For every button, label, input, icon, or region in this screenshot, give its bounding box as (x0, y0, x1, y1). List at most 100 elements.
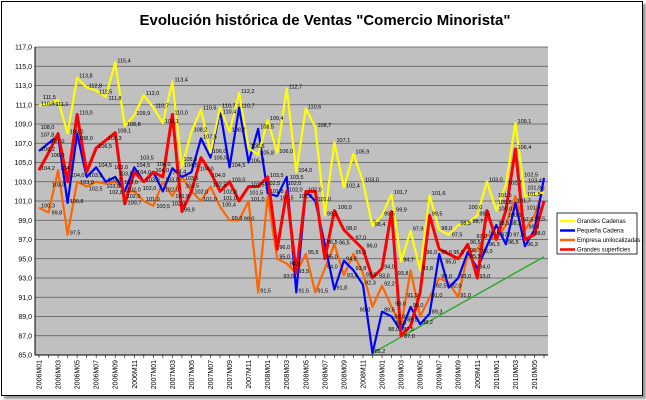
data-label: 106,2 (41, 147, 55, 153)
y-tick-label: 113,0 (15, 83, 32, 90)
data-label: 107,8 (41, 132, 55, 138)
data-label: 100,4 (222, 203, 236, 209)
data-label: 103,5 (185, 183, 199, 189)
data-label: 102,0 (127, 194, 141, 200)
data-label: 102,0 (127, 187, 141, 193)
data-label: 99,9 (396, 208, 407, 214)
data-label: 97,0 (501, 233, 512, 239)
data-label: 110,0 (175, 110, 188, 116)
data-label: 97,5 (489, 231, 500, 237)
data-label: 91,5 (298, 288, 309, 294)
data-label: 101,8 (270, 189, 284, 195)
y-tick-label: 115,0 (15, 64, 32, 71)
data-label: 104,4 (172, 169, 186, 175)
data-label: 99,0 (232, 216, 243, 222)
data-label: 112,2 (241, 89, 254, 95)
data-label: 105,0 (251, 158, 265, 164)
data-label: 103,0 (80, 180, 94, 186)
data-label: 98,5 (511, 221, 522, 227)
y-tick-label: 117,0 (15, 45, 32, 52)
data-label: 94,8 (346, 257, 357, 263)
data-label: 95,0 (327, 255, 338, 261)
data-label: 103,0 (165, 178, 179, 184)
data-label: 101,0 (317, 197, 331, 203)
data-label: 100,0 (338, 205, 352, 211)
data-label: 104,5 (136, 163, 150, 169)
data-label: 103,5 (290, 175, 304, 181)
data-label: 103,4 (528, 179, 542, 185)
data-label: 96,3 (527, 242, 538, 248)
data-label: 102,0 (299, 194, 313, 200)
data-label: 94,0 (479, 264, 490, 270)
x-tick-label: 2009M05 (418, 360, 425, 389)
x-tick-label: 2006M11 (132, 360, 139, 389)
data-label: 96,5 (339, 240, 350, 246)
data-label: 94,7 (403, 258, 414, 264)
data-label: 102,5 (213, 182, 227, 188)
data-label: 108,0 (70, 130, 84, 136)
data-label: 110,6 (308, 104, 321, 110)
data-label: 111,1 (56, 102, 69, 108)
data-label: 108,0 (79, 136, 93, 142)
data-label: 103,5 (140, 156, 154, 162)
y-tick-label: 109,0 (14, 122, 32, 129)
data-label: 101,5 (527, 192, 541, 198)
data-label: 108,8 (127, 122, 141, 128)
data-label: 89,3 (432, 309, 443, 315)
data-label: 99,8 (52, 211, 63, 217)
data-label: 88,0 (395, 321, 406, 327)
data-label: 102,0 (165, 187, 179, 193)
data-label: 104,2 (60, 166, 74, 172)
y-tick-label: 93,0 (18, 276, 32, 283)
data-label: 109,1 (518, 119, 532, 125)
data-label: 102,4 (346, 183, 360, 189)
data-label: 90,0 (413, 303, 424, 309)
data-label: 113,8 (79, 74, 92, 80)
data-label: 112,7 (289, 84, 302, 90)
data-label: 102,5 (266, 181, 280, 187)
data-label: 98,0 (528, 224, 539, 230)
data-label: 96,0 (482, 249, 493, 255)
data-label: 111,5 (43, 95, 56, 101)
data-label: 106,0 (213, 149, 227, 155)
data-label: 93,0 (379, 273, 390, 279)
data-label: 100,5 (156, 204, 170, 210)
data-label: 113,4 (175, 78, 188, 84)
legend-label: Grandes Cadenas (577, 219, 626, 225)
data-label: 110,7 (155, 104, 168, 110)
data-label: 96,0 (366, 244, 377, 250)
data-label: 98,0 (346, 226, 357, 232)
data-label: 95,5 (453, 250, 464, 256)
data-label: 104,0 (137, 170, 151, 176)
legend: Grandes Cadenas Pequeña Cadena Empresa uni… (556, 212, 640, 255)
x-tick-label: 2007M01 (151, 360, 158, 389)
data-label: 93,0 (479, 274, 490, 280)
data-label: 104,0 (71, 173, 85, 179)
y-tick-label: 91,0 (18, 295, 32, 302)
data-label: 95,5 (441, 250, 452, 256)
data-label: 88,2 (422, 320, 433, 326)
data-label: 101,6 (432, 191, 446, 197)
data-label: 101,0 (146, 197, 160, 203)
data-label: 103,5 (185, 176, 199, 182)
x-tick-label: 2008M09 (341, 360, 348, 389)
data-label: 93,3 (347, 273, 358, 279)
data-label: 103,0 (52, 183, 66, 189)
data-label: 96,3 (489, 242, 500, 248)
data-label: 99,9 (184, 207, 195, 213)
data-label: 92,5 (436, 284, 447, 290)
data-label: 99,5 (479, 211, 490, 217)
data-label: 102,0 (143, 186, 157, 192)
data-label: 103,0 (114, 165, 128, 171)
x-tick-label: 2010M05 (532, 360, 539, 389)
data-label: 102,0 (223, 189, 237, 195)
data-label: 99,5 (432, 211, 443, 217)
data-label: 94,0 (384, 264, 395, 270)
x-tick-label: 2008M07 (322, 360, 329, 389)
y-tick-label: 85,0 (18, 353, 32, 360)
y-tick-label: 105,0 (14, 160, 32, 167)
data-label: 106,0 (279, 149, 293, 155)
data-label: 107,1 (336, 138, 350, 144)
data-label: 102,5 (251, 182, 265, 188)
data-label: 94,5 (290, 262, 301, 268)
